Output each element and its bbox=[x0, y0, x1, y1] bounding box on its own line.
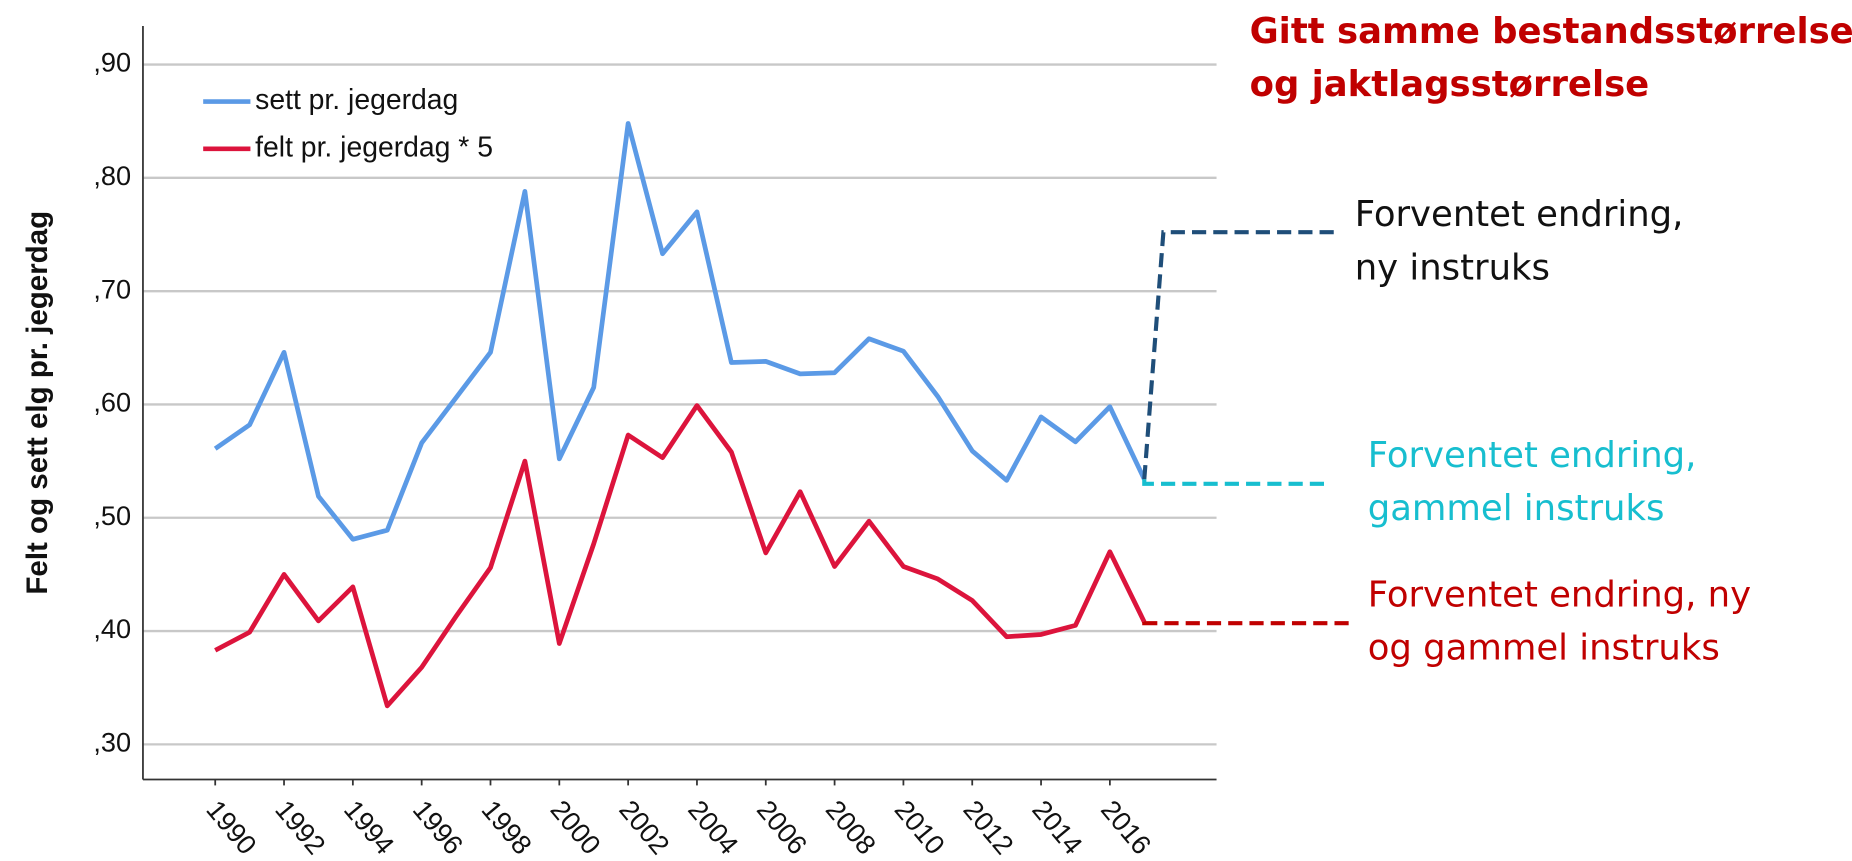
chart-title: Gitt samme bestandsstørrelse bbox=[1250, 11, 1852, 52]
annotation-text: Forventet endring, bbox=[1368, 435, 1697, 476]
legend-label: felt pr. jegerdag * 5 bbox=[255, 131, 493, 163]
chart-title: og jaktlagsstørrelse bbox=[1250, 64, 1650, 105]
x-tick-label: 2012 bbox=[957, 794, 1020, 860]
y-tick-label: ,60 bbox=[93, 387, 131, 418]
legend-label: sett pr. jegerdag bbox=[255, 84, 458, 116]
x-tick-label: 2010 bbox=[889, 794, 952, 860]
annotation-text: Forventet endring, bbox=[1355, 194, 1684, 235]
y-tick-label: ,30 bbox=[93, 727, 131, 758]
annotation-text: Forventet endring, ny bbox=[1368, 574, 1751, 615]
x-tick-label: 2008 bbox=[820, 794, 883, 860]
x-tick-label: 2006 bbox=[751, 794, 814, 860]
x-tick-label: 1998 bbox=[476, 794, 539, 860]
data-line bbox=[214, 403, 1147, 709]
x-tick-label: 2014 bbox=[1026, 794, 1089, 860]
y-axis-label: Felt og sett elg pr. jegerdag bbox=[21, 211, 54, 595]
projection-line bbox=[1142, 230, 1339, 480]
annotation-text: ny instruks bbox=[1355, 247, 1550, 288]
y-tick-label: ,80 bbox=[93, 160, 131, 191]
projection-line bbox=[1142, 479, 1329, 486]
annotation-text: og gammel instruks bbox=[1368, 628, 1720, 669]
data-line bbox=[213, 121, 1147, 542]
y-tick-label: ,50 bbox=[93, 500, 131, 531]
x-tick-label: 1994 bbox=[338, 794, 401, 860]
x-tick-label: 1996 bbox=[407, 794, 470, 860]
y-tick-label: ,40 bbox=[93, 613, 131, 644]
projection-line bbox=[1142, 621, 1351, 626]
x-tick-label: 2002 bbox=[613, 794, 676, 860]
x-tick-label: 2000 bbox=[544, 794, 607, 860]
y-tick-label: ,90 bbox=[93, 47, 131, 78]
y-tick-label: ,70 bbox=[93, 273, 131, 304]
x-tick-label: 1992 bbox=[269, 794, 332, 860]
annotation-text: gammel instruks bbox=[1368, 488, 1665, 529]
x-tick-label: 1990 bbox=[200, 794, 263, 860]
x-tick-label: 2016 bbox=[1095, 794, 1158, 860]
x-tick-label: 2004 bbox=[682, 794, 745, 860]
